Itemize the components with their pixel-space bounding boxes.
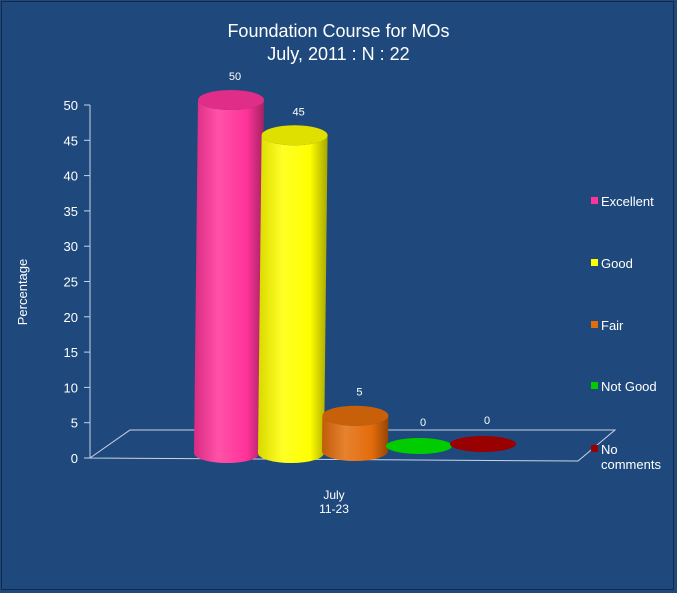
y-tick-label: 25 [64,275,78,290]
data-label: 50 [229,71,241,83]
y-tick-label: 15 [64,345,78,360]
legend-item: Excellent [591,194,654,209]
y-axis-label: Percentage [15,259,30,326]
chart-floor [88,429,617,462]
y-tick-label: 10 [64,380,78,395]
y-tick-label: 30 [64,239,78,254]
floor-plane [88,429,617,462]
chart-title: Foundation Course for MOs [227,21,450,41]
bar-body [322,415,389,461]
data-label: 0 [484,415,490,427]
y-tick-label: 20 [64,310,78,325]
bar-top [386,438,452,454]
legend-item: Not Good [591,379,657,394]
data-label: 45 [292,106,304,118]
legend-label: Not Good [601,379,657,394]
y-tick-label: 5 [71,416,78,431]
y-tick-label: 35 [64,204,78,219]
bar-top [322,405,389,426]
legend-swatch [591,321,598,328]
y-axis: 0 5 10 15 20 25 30 35 40 45 50 Percentage [15,98,91,466]
legend-label: Fair [601,318,624,333]
y-tick-label: 40 [64,169,78,184]
legend-swatch [591,382,598,389]
x-category-label: 11-23 [319,502,349,516]
legend-swatch [591,259,598,266]
bar-body [258,135,328,464]
legend-label: Good [601,256,633,271]
bar-top [450,436,516,452]
bar-not-good [386,438,452,454]
legend-item: Good [591,256,633,271]
chart-subtitle: July, 2011 : N : 22 [267,44,410,64]
bars [194,90,516,464]
legend-swatch [591,197,598,204]
bar-fair [322,405,389,461]
bar-excellent [194,90,264,463]
legend-label: comments [601,457,661,472]
bar-top [198,90,264,110]
bar-no-comments [450,436,516,452]
bar-top [261,125,328,146]
legend-label: Excellent [601,194,654,209]
y-tick-label: 0 [71,451,78,466]
y-tick-label: 50 [64,98,78,113]
bar-body [194,100,264,463]
legend-label: No [601,442,618,457]
legend-item: Fair [591,318,624,333]
legend-swatch [591,445,598,452]
data-label: 0 [420,417,426,429]
x-category-label: July [323,488,344,502]
data-label: 5 [356,387,362,399]
y-tick-label: 45 [64,133,78,148]
bar-good [258,125,328,464]
